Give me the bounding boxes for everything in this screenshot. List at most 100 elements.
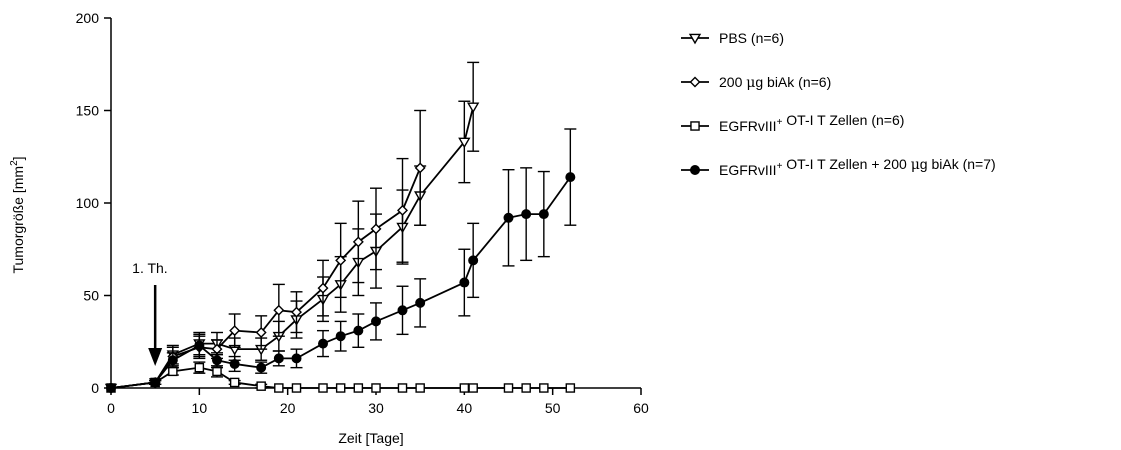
data-point [335,383,346,393]
series-layer [104,61,577,395]
data-point [468,383,478,393]
y-tick-label: 50 [83,288,99,304]
data-point [256,381,266,391]
legend-label-part: OT-I T Zellen (n=6) [782,112,904,128]
legend-label-part: PBS (n=6) [719,30,784,46]
data-point [397,305,408,316]
legend-label-part: μ [911,157,920,173]
legend: PBS (n=6)200 μg biAk (n=6)EGFRvIII+ OT-I… [681,30,996,178]
legend-label-part: g biAk (n=6) [755,74,831,90]
data-point [273,353,284,364]
data-point [291,306,302,318]
data-point [371,383,381,393]
data-point [397,204,408,216]
data-point [538,209,549,220]
legend-label-part: EGFRvIII [719,118,777,134]
data-point [459,277,470,288]
data-point [167,355,178,366]
y-axis-title-close: ] [10,156,26,160]
data-point [106,383,116,393]
annotation-label: 1. Th. [132,260,168,276]
data-point [414,162,426,174]
x-tick-label: 10 [192,400,208,416]
y-axis-title: Tumorgröße [mm2] [9,156,26,273]
data-point [212,355,222,366]
data-point [370,223,382,235]
data-point [415,297,426,308]
legend-label-part: μ [746,75,755,91]
y-tick-label: 150 [76,103,100,119]
data-point [565,383,576,393]
legend-marker [690,165,700,175]
data-point [503,212,514,223]
data-point [352,236,364,248]
legend-label-part: + [777,117,783,128]
data-point [521,383,531,393]
data-point [274,383,284,393]
data-point [194,362,205,373]
x-tick-label: 20 [280,400,296,416]
data-point [539,383,549,393]
legend-label: EGFRvIII+ OT-I T Zellen (n=6) [719,112,904,134]
data-point [168,366,178,377]
legend-marker [690,121,700,131]
x-tick-label: 50 [545,400,561,416]
legend-label-part: + [777,161,783,172]
series-line [110,106,475,389]
data-point [229,325,241,337]
data-point [458,137,471,149]
y-tick-label: 100 [76,195,100,211]
data-point [256,362,267,373]
data-point [503,383,514,393]
legend-item-2: 200 μg biAk (n=6) [681,74,831,91]
legend-label: 200 μg biAk (n=6) [719,74,831,91]
data-point [291,353,302,364]
legend-item-4: EGFRvIII+ OT-I T Zellen + 200 μg biAk (n… [681,156,996,178]
x-tick-label: 30 [368,400,384,416]
legend-marker [689,76,701,88]
data-point [318,338,328,349]
y-tick-label: 200 [76,10,100,26]
x-axis-title: Zeit [Tage] [338,430,403,446]
legend-item-3: EGFRvIII+ OT-I T Zellen (n=6) [681,112,904,134]
data-point [229,358,240,369]
data-point [353,325,364,336]
legend-label-part: 200 [719,74,746,90]
legend-label-part: g biAk (n=7) [920,156,996,172]
legend-label-part: OT-I T Zellen + 200 [782,156,910,172]
data-point [459,383,470,393]
x-tick-label: 40 [457,400,473,416]
x-tick-label: 0 [107,400,115,416]
series-1 [104,61,480,395]
annotation-layer: 1. Th. [132,260,168,366]
data-point [150,377,161,388]
y-axis-title-main: Tumorgröße [mm [10,166,26,274]
axes: 0 10 20 30 40 50 60 0 50 100 150 200 Zeit [Tage] Tumo… [9,10,649,446]
data-point [397,383,408,393]
data-point [371,316,381,327]
data-point [335,331,346,342]
data-point [255,327,267,338]
annotation-arrow-head [148,348,163,366]
legend-label: EGFRvIII+ OT-I T Zellen + 200 μg biAk (n… [719,156,996,178]
data-point [353,383,364,393]
data-point [467,102,480,114]
legend-label: PBS (n=6) [719,30,784,46]
legend-item-1: PBS (n=6) [681,30,784,46]
data-point [565,172,576,183]
data-point [212,366,222,377]
y-axis-title-sup: 2 [9,160,20,166]
y-tick-label: 0 [91,380,99,396]
data-point [415,383,425,393]
data-point [335,254,347,266]
legend-label-part: EGFRvIII [719,162,777,178]
data-point [273,304,285,316]
data-point [468,255,479,266]
legend-marker [688,33,702,45]
data-point [229,377,240,388]
data-point [194,340,205,351]
data-point [317,282,329,294]
x-tick-label: 60 [633,400,649,416]
data-point [318,383,328,393]
